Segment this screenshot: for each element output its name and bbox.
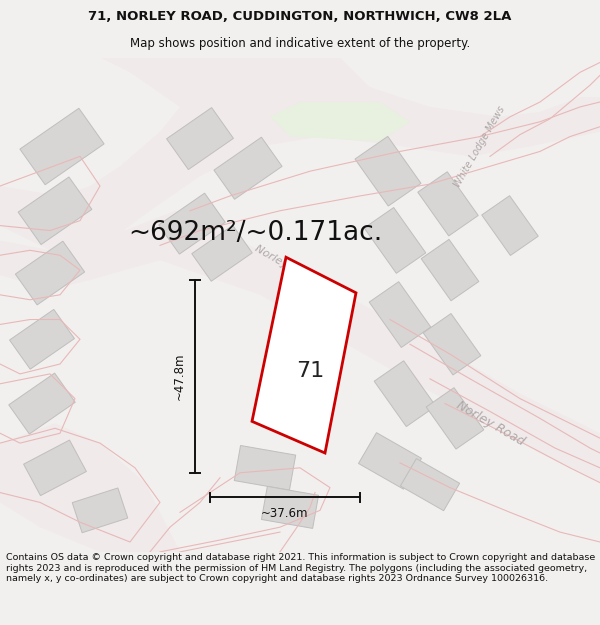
Polygon shape <box>234 446 296 490</box>
Polygon shape <box>369 282 431 348</box>
Polygon shape <box>214 138 282 199</box>
Text: White Lodge Mews: White Lodge Mews <box>452 104 508 189</box>
Polygon shape <box>364 208 426 273</box>
Text: Contains OS data © Crown copyright and database right 2021. This information is : Contains OS data © Crown copyright and d… <box>6 553 595 583</box>
Polygon shape <box>0 423 180 552</box>
Polygon shape <box>355 136 421 206</box>
Polygon shape <box>358 432 422 489</box>
Polygon shape <box>72 488 128 532</box>
Text: 71: 71 <box>296 361 324 381</box>
Polygon shape <box>192 226 252 281</box>
Polygon shape <box>252 258 356 453</box>
Polygon shape <box>270 102 410 141</box>
Polygon shape <box>262 486 319 528</box>
Polygon shape <box>20 108 104 185</box>
Polygon shape <box>159 193 225 254</box>
Text: Map shows position and indicative extent of the property.: Map shows position and indicative extent… <box>130 37 470 49</box>
Polygon shape <box>23 440 86 496</box>
Polygon shape <box>418 172 478 236</box>
Polygon shape <box>423 314 481 375</box>
Text: ~692m²/~0.171ac.: ~692m²/~0.171ac. <box>128 221 382 246</box>
Polygon shape <box>167 107 233 169</box>
Text: Norley Road: Norley Road <box>253 244 317 286</box>
Text: 71, NORLEY ROAD, CUDDINGTON, NORTHWICH, CW8 2LA: 71, NORLEY ROAD, CUDDINGTON, NORTHWICH, … <box>88 9 512 22</box>
Polygon shape <box>400 459 460 511</box>
Text: ~47.8m: ~47.8m <box>173 352 185 400</box>
Polygon shape <box>426 388 484 449</box>
Polygon shape <box>16 241 85 305</box>
Polygon shape <box>421 239 479 301</box>
Polygon shape <box>482 196 538 256</box>
Text: ~37.6m: ~37.6m <box>261 507 309 520</box>
Polygon shape <box>9 373 75 434</box>
Polygon shape <box>18 177 92 244</box>
Text: Norley Road: Norley Road <box>454 399 526 448</box>
Polygon shape <box>10 309 74 369</box>
Polygon shape <box>374 361 436 426</box>
Polygon shape <box>0 211 600 482</box>
Polygon shape <box>0 58 600 255</box>
